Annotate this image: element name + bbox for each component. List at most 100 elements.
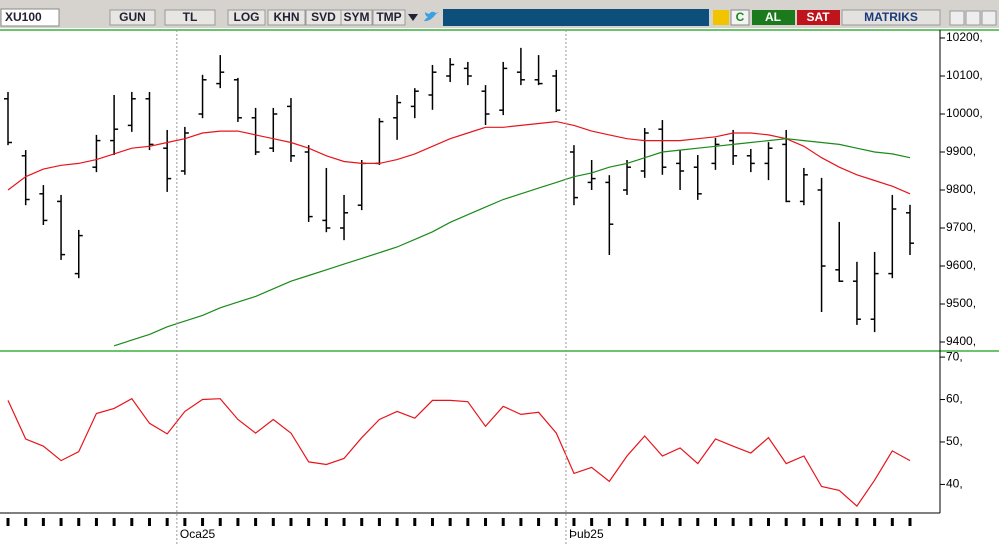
toolbar-button-label: KHN: [274, 10, 300, 24]
x-tick: [324, 518, 328, 526]
y-tick-label: 10100,: [946, 68, 983, 82]
x-tick: [183, 518, 187, 526]
x-tick: [484, 518, 488, 526]
refresh-button[interactable]: [730, 9, 750, 26]
x-tick: [395, 518, 399, 526]
symbol: XU100: [5, 10, 42, 24]
toolbar-button-label: TMP: [376, 10, 401, 24]
x-tick: [94, 518, 98, 526]
toolbar-button-label: LOG: [234, 10, 260, 24]
x-tick: [519, 518, 523, 526]
x-tick: [236, 518, 240, 526]
x-tick: [820, 518, 824, 526]
y-tick-label: 60,: [946, 392, 963, 406]
y-tick-label: 9900,: [946, 144, 976, 158]
x-tick: [731, 518, 735, 526]
x-tick: [643, 518, 647, 526]
x-tick-label: Þub25: [569, 527, 604, 541]
y-tick-label: 10200,: [946, 30, 983, 44]
x-tick: [6, 518, 10, 526]
refresh-label: C: [736, 10, 745, 24]
twitter-icon[interactable]: [424, 11, 439, 22]
x-tick: [307, 518, 311, 526]
x-tick: [784, 518, 788, 526]
toolbar-button-label: SVD: [311, 10, 336, 24]
buy-label: AL: [765, 10, 781, 24]
x-tick: [271, 518, 275, 526]
x-tick-label: Oca25: [180, 527, 216, 541]
ticker-bar: [443, 9, 709, 26]
x-tick: [855, 518, 859, 526]
x-tick: [873, 518, 877, 526]
toolbar-button-label: TL: [183, 10, 198, 24]
y-tick-label: 9600,: [946, 258, 976, 272]
toolbar-button-label: SYM: [343, 10, 369, 24]
x-tick: [749, 518, 753, 526]
x-tick: [890, 518, 894, 526]
indicator-line: [113, 138, 911, 347]
sell-button[interactable]: [797, 10, 840, 25]
close-button[interactable]: [981, 10, 997, 26]
toolbar-button[interactable]: [340, 9, 373, 26]
y-tick-label: 9500,: [946, 296, 976, 310]
x-tick: [41, 518, 45, 526]
y-tick-label: 40,: [946, 477, 963, 491]
x-tick: [678, 518, 682, 526]
x-tick: [908, 518, 912, 526]
x-tick: [696, 518, 700, 526]
brand: MATRIKS: [864, 10, 918, 24]
dropdown-arrow[interactable]: [408, 14, 418, 21]
y-tick-label: 70,: [946, 349, 963, 363]
x-tick: [342, 518, 346, 526]
symbol-box[interactable]: [0, 8, 60, 27]
x-tick: [466, 518, 470, 526]
x-tick: [24, 518, 28, 526]
x-tick: [554, 518, 558, 526]
x-tick: [289, 518, 293, 526]
toolbar-button[interactable]: [267, 9, 306, 26]
x-tick: [430, 518, 434, 526]
sell-label: SAT: [806, 10, 830, 24]
toolbar-buttons: GUN TL LOG KHN SVD SYM TMP: [109, 9, 406, 26]
toolbar-button[interactable]: [109, 9, 156, 26]
toolbar-button[interactable]: [164, 9, 216, 26]
indicator-line: [7, 397, 911, 508]
x-tick: [360, 518, 364, 526]
x-tick: [59, 518, 63, 526]
x-tick: [607, 518, 611, 526]
y-tick-label: 9700,: [946, 220, 976, 234]
x-tick: [660, 518, 664, 526]
x-tick: [377, 518, 381, 526]
y-tick-label: 50,: [946, 434, 963, 448]
x-tick: [501, 518, 505, 526]
x-tick: [201, 518, 205, 526]
x-tick: [448, 518, 452, 526]
x-tick: [713, 518, 717, 526]
x-tick: [767, 518, 771, 526]
x-tick: [413, 518, 417, 526]
buy-button[interactable]: [752, 10, 795, 25]
maximize-button[interactable]: [965, 10, 981, 26]
flash-icon[interactable]: [713, 10, 729, 25]
x-tick: [625, 518, 629, 526]
x-tick: [837, 518, 841, 526]
x-tick: [254, 518, 258, 526]
x-tick: [77, 518, 81, 526]
toolbar-button[interactable]: [227, 9, 266, 26]
x-tick: [590, 518, 594, 526]
indicator-line: [7, 120, 911, 195]
y-tick-label: 10000,: [946, 106, 983, 120]
y-tick-label: 9400,: [946, 334, 976, 348]
x-tick: [147, 518, 151, 526]
x-tick: [572, 518, 576, 526]
x-tick: [112, 518, 116, 526]
x-tick: [218, 518, 222, 526]
x-tick: [802, 518, 806, 526]
toolbar-button[interactable]: [372, 9, 406, 26]
minimize-button[interactable]: [949, 10, 965, 26]
x-tick: [537, 518, 541, 526]
toolbar-button-label: GUN: [119, 10, 146, 24]
x-tick: [130, 518, 134, 526]
